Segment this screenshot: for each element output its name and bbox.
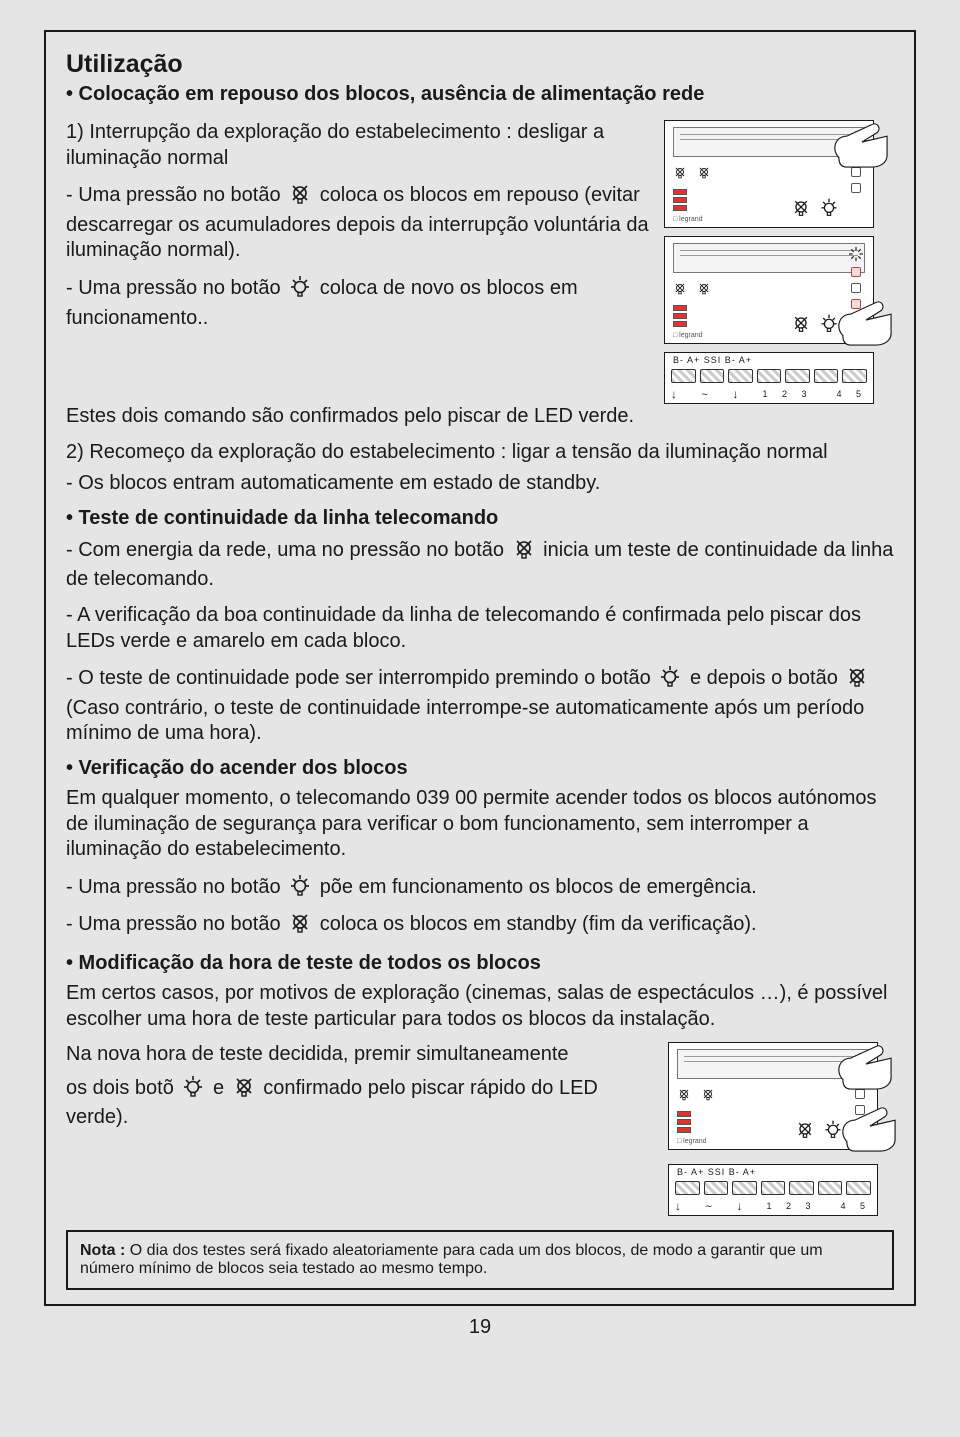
- figure-stack-2: □ legrand B- A+ SSI B-: [668, 1042, 894, 1216]
- paragraph-1a: 1) Interrupção da exploração do estabele…: [66, 120, 652, 171]
- lamp-off-icon: [288, 910, 312, 942]
- terminal-labels-2: B- A+ SSI B- A+: [677, 1167, 756, 1177]
- page-number: 19: [44, 1316, 916, 1339]
- p3c-post: (Caso contrário, o teste de continuidade…: [66, 697, 864, 745]
- paragraph-5a: Em certos casos, por motivos de exploraç…: [66, 981, 894, 1032]
- section-mod-header: • Modificação da hora de teste de todos …: [66, 952, 894, 975]
- paragraph-3b: - A verificação da boa continuidade da l…: [66, 603, 894, 654]
- paragraph-4a: Em qualquer momento, o telecomando 039 0…: [66, 786, 894, 863]
- paragraph-4b: - Uma pressão no botão põe em funcioname…: [66, 873, 894, 905]
- lamp-on-icon: [658, 664, 682, 696]
- paragraph-2b: - Os blocos entram automaticamente em es…: [66, 471, 894, 497]
- terminal-nums-right: 4 5: [836, 389, 867, 399]
- paragraph-2a: 2) Recomeço da exploração do estabelecim…: [66, 440, 894, 466]
- paragraph-3a: - Com energia da rede, uma no pressão no…: [66, 536, 894, 593]
- lamp-on-icon: [288, 873, 312, 905]
- paragraph-1c: - Uma pressão no botão coloca de novo os…: [66, 274, 652, 331]
- paragraph-4c: - Uma pressão no botão coloca os blocos …: [66, 910, 894, 942]
- device-figure-both: □ legrand: [668, 1042, 878, 1150]
- terminal-block-1: B- A+ SSI B- A+ ↓ ∼ ↓ 1 2 3 4 5: [664, 352, 874, 404]
- p4c-post: coloca os blocos em standby (fim da veri…: [320, 913, 757, 935]
- figure-stack-1: □ legrand: [664, 120, 894, 404]
- p4b-post: põe em funcionamento os blocos de emergê…: [320, 876, 757, 898]
- p3a-pre: - Com energia da rede, uma no pressão no…: [66, 539, 510, 561]
- note-body: O dia dos testes será fixado aleatoriame…: [80, 1242, 823, 1277]
- intro-row: 1) Interrupção da exploração do estabele…: [66, 120, 894, 404]
- mod-row: Na nova hora de teste decidida, premir s…: [66, 1042, 894, 1216]
- section-verif-header: • Verificação do acender dos blocos: [66, 757, 894, 780]
- content-frame: Utilização • Colocação em repouso dos bl…: [44, 30, 916, 1306]
- page-title: Utilização: [66, 50, 894, 79]
- lamp-off-icon: [232, 1074, 256, 1106]
- p1b-pre: - Uma pressão no botão: [66, 184, 286, 206]
- p3c-pre: - O teste de continuidade pode ser inter…: [66, 667, 656, 689]
- paragraph-5c: os dois botõ e confirmado pelo piscar rá…: [66, 1074, 656, 1131]
- p3c-mid: e depois o botão: [690, 667, 843, 689]
- p4c-pre: - Uma pressão no botão: [66, 913, 286, 935]
- lamp-on-icon: [288, 274, 312, 306]
- lamp-on-icon: [181, 1074, 205, 1106]
- note-box: Nota : O dia dos testes será fixado alea…: [66, 1230, 894, 1290]
- p5c-mid: e: [213, 1077, 230, 1099]
- paragraph-1b: - Uma pressão no botão coloca os blocos …: [66, 181, 652, 264]
- terminal-nums-right-2: 4 5: [840, 1201, 871, 1211]
- terminal-nums-left-2: 1 2 3: [766, 1201, 816, 1211]
- page-root: Utilização • Colocação em repouso dos bl…: [0, 0, 960, 1437]
- paragraph-5b: Na nova hora de teste decidida, premir s…: [66, 1042, 656, 1068]
- paragraph-3c: - O teste de continuidade pode ser inter…: [66, 664, 894, 747]
- note-label: Nota :: [80, 1242, 125, 1259]
- terminal-nums-left: 1 2 3: [762, 389, 812, 399]
- p5c-pre: os dois botõ: [66, 1077, 179, 1099]
- section-repouso-header: • Colocação em repouso dos blocos, ausên…: [66, 83, 894, 106]
- paragraph-led: Estes dois comando são confirmados pelo …: [66, 404, 894, 430]
- section-teste-header: • Teste de continuidade da linha telecom…: [66, 507, 894, 530]
- p4b-pre: - Uma pressão no botão: [66, 876, 286, 898]
- lamp-off-icon: [288, 181, 312, 213]
- terminal-block-2: B- A+ SSI B- A+ ↓ ∼ ↓ 1 2 3 4 5: [668, 1164, 878, 1216]
- device-figure-on: □ legrand: [664, 236, 874, 344]
- lamp-off-icon: [845, 664, 869, 696]
- terminal-labels: B- A+ SSI B- A+: [673, 355, 752, 365]
- lamp-off-icon: [512, 536, 536, 568]
- device-figure-off: □ legrand: [664, 120, 874, 228]
- p1c-pre: - Uma pressão no botão: [66, 277, 286, 299]
